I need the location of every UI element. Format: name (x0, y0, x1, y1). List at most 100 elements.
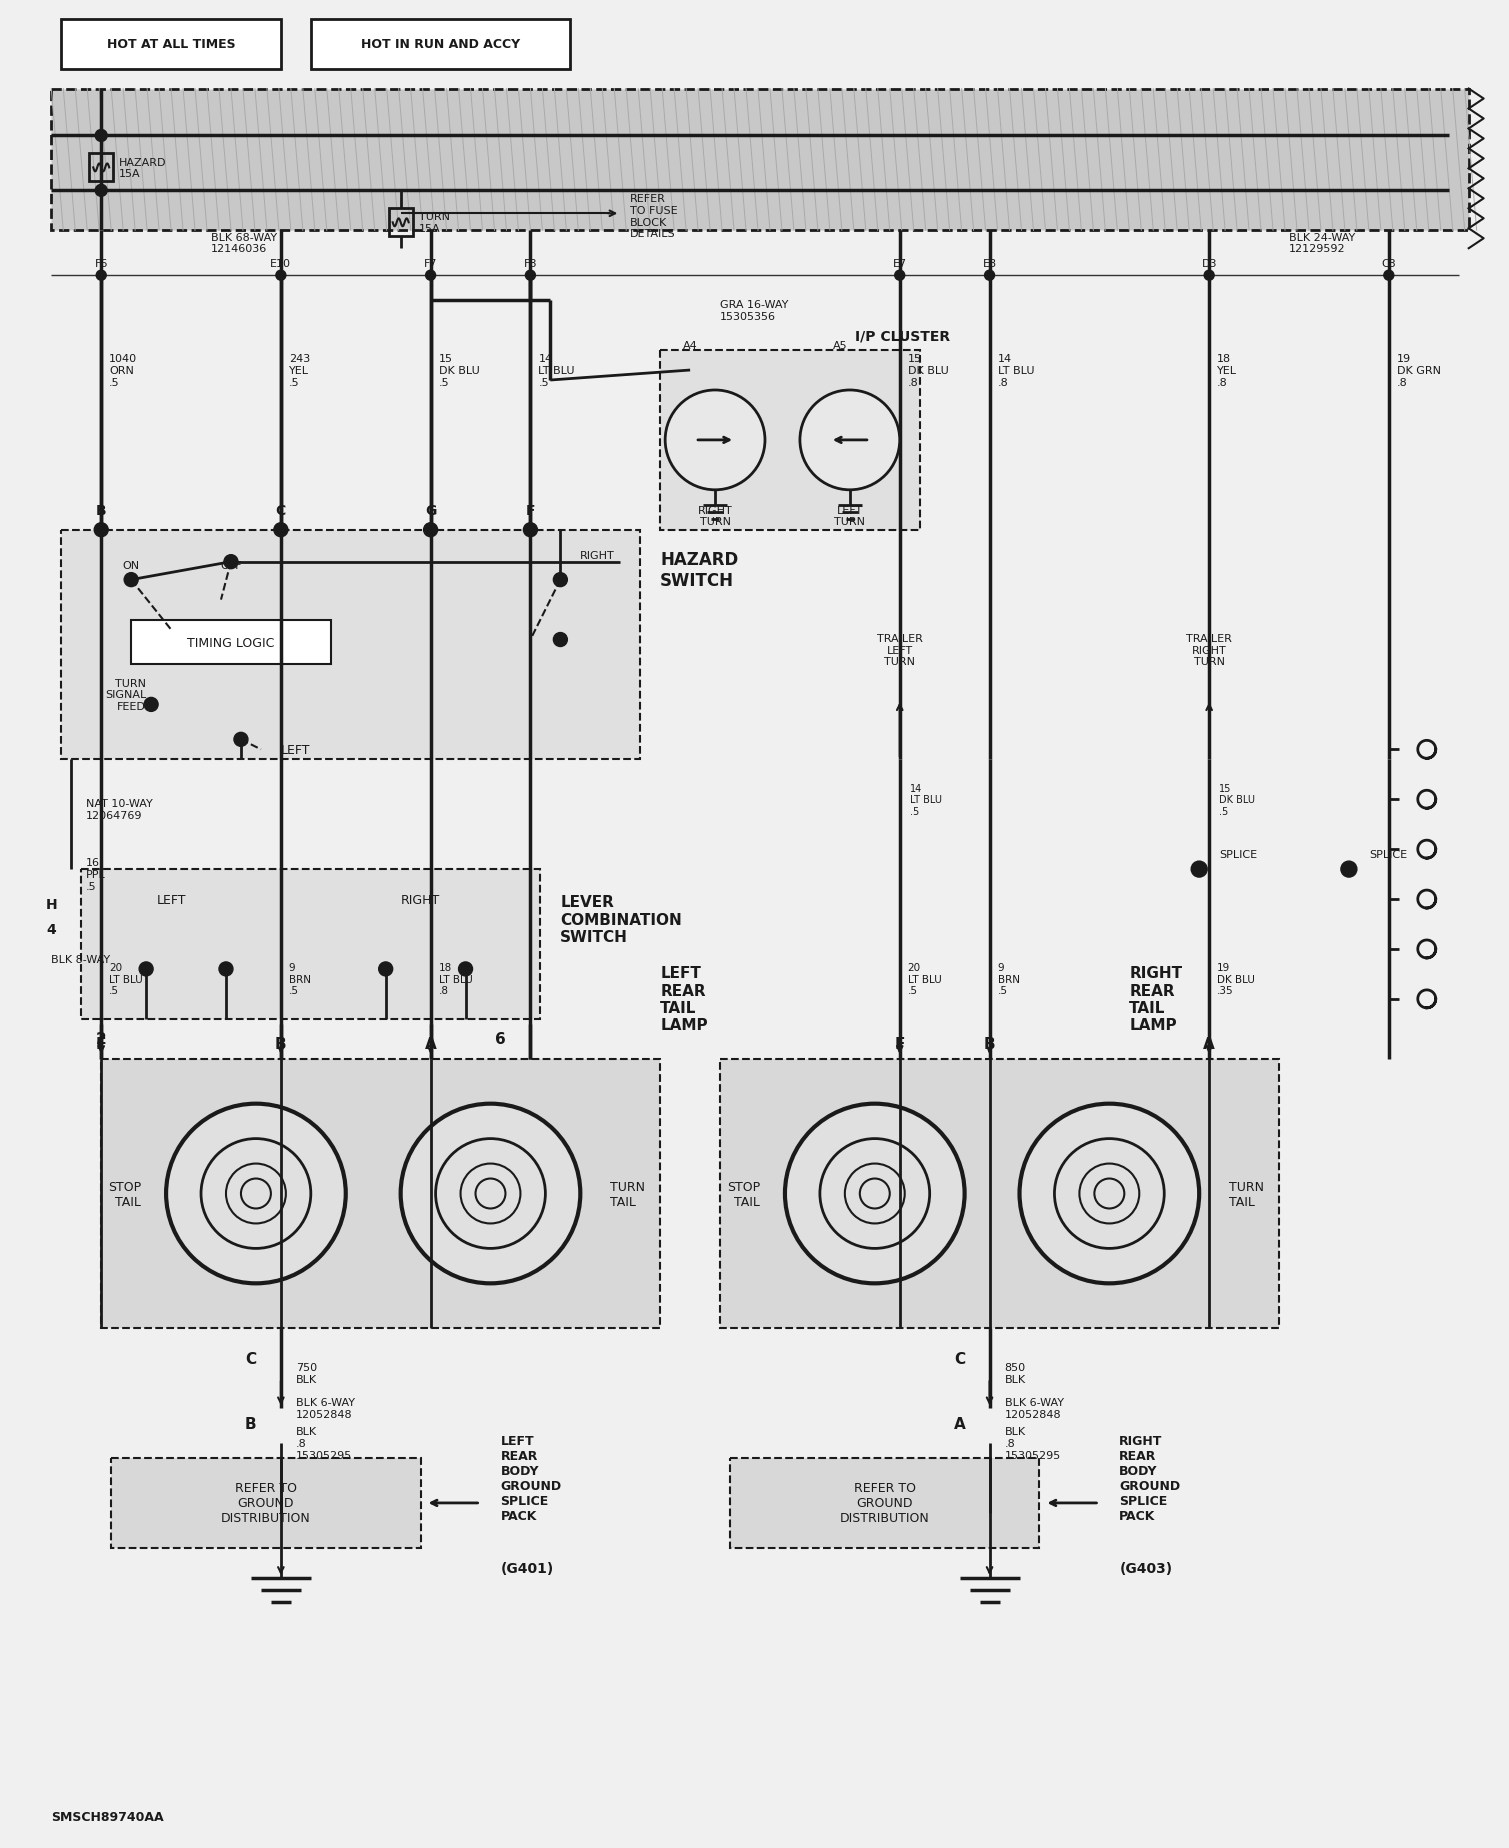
Text: BLK
.8
15305295: BLK .8 15305295 (1005, 1427, 1061, 1460)
Text: E8: E8 (982, 259, 996, 270)
Circle shape (1191, 861, 1207, 878)
Circle shape (459, 963, 472, 976)
Text: RIGHT
REAR
BODY
GROUND
SPLICE
PACK: RIGHT REAR BODY GROUND SPLICE PACK (1120, 1434, 1180, 1523)
Text: C3: C3 (1381, 259, 1396, 270)
Circle shape (124, 573, 139, 588)
Text: TRAILER
LEFT
TURN: TRAILER LEFT TURN (877, 634, 922, 667)
Text: 4: 4 (47, 922, 56, 937)
Text: HAZARD
15A: HAZARD 15A (119, 157, 166, 179)
Circle shape (984, 272, 994, 281)
Text: SPLICE: SPLICE (1219, 850, 1257, 859)
Text: B: B (275, 1037, 287, 1052)
Bar (389, 209, 412, 237)
Text: REFER TO
GROUND
DISTRIBUTION: REFER TO GROUND DISTRIBUTION (841, 1482, 930, 1525)
Text: HAZARD
SWITCH: HAZARD SWITCH (659, 551, 738, 590)
Text: 19
DK GRN
.8: 19 DK GRN .8 (1397, 355, 1441, 388)
Bar (112, 1458, 421, 1549)
Circle shape (145, 699, 158, 711)
Text: E7: E7 (893, 259, 907, 270)
Text: 6: 6 (495, 1031, 506, 1046)
Text: B: B (97, 503, 107, 517)
Text: G: G (426, 503, 436, 517)
Text: 15
DK BLU
.5: 15 DK BLU .5 (439, 355, 480, 388)
Bar (730, 1458, 1040, 1549)
Text: 9
BRN
.5: 9 BRN .5 (997, 963, 1020, 996)
Circle shape (1204, 272, 1215, 281)
Text: TURN
TAIL: TURN TAIL (610, 1179, 646, 1209)
Text: 850
BLK: 850 BLK (1005, 1362, 1026, 1384)
Text: STOP
TAIL: STOP TAIL (727, 1179, 761, 1209)
Circle shape (379, 963, 392, 976)
Text: 19
DK BLU
.35: 19 DK BLU .35 (1218, 963, 1255, 996)
Text: REFER TO
GROUND
DISTRIBUTION: REFER TO GROUND DISTRIBUTION (220, 1482, 311, 1525)
Text: LEFT: LEFT (281, 743, 311, 756)
Text: 750
BLK: 750 BLK (296, 1362, 317, 1384)
Text: 14
LT BLU
.5: 14 LT BLU .5 (910, 784, 942, 817)
Text: BLK 24-WAY
12129592: BLK 24-WAY 12129592 (1289, 233, 1355, 253)
Text: A: A (954, 1416, 966, 1430)
Text: REFER
TO FUSE
BLOCK
DETAILS: REFER TO FUSE BLOCK DETAILS (631, 194, 678, 238)
Text: A: A (1203, 1037, 1215, 1052)
Text: BLK
.8
15305295: BLK .8 15305295 (296, 1427, 352, 1460)
Circle shape (424, 523, 438, 538)
Circle shape (1342, 861, 1357, 878)
Text: 15
DK BLU
.8: 15 DK BLU .8 (908, 355, 949, 388)
Text: 243
YEL
.5: 243 YEL .5 (288, 355, 311, 388)
Text: H: H (45, 898, 57, 911)
Circle shape (426, 272, 436, 281)
Text: OFF: OFF (220, 560, 241, 571)
Circle shape (166, 1103, 346, 1284)
Text: 1040
ORN
.5: 1040 ORN .5 (109, 355, 137, 388)
Text: LEFT
REAR
TAIL
LAMP: LEFT REAR TAIL LAMP (659, 967, 708, 1033)
Text: E10: E10 (270, 259, 291, 270)
Text: F8: F8 (524, 259, 537, 270)
Text: 14
LT BLU
.5: 14 LT BLU .5 (539, 355, 575, 388)
Text: RIGHT
REAR
TAIL
LAMP: RIGHT REAR TAIL LAMP (1129, 967, 1183, 1033)
Text: B: B (984, 1037, 996, 1052)
Text: (G401): (G401) (501, 1562, 554, 1574)
Circle shape (275, 523, 288, 538)
Bar (89, 155, 113, 183)
Text: (G403): (G403) (1120, 1562, 1172, 1574)
Text: 16
PPL
.5: 16 PPL .5 (86, 857, 106, 891)
Text: BLK 8-WAY: BLK 8-WAY (51, 954, 110, 965)
Text: RIGHT: RIGHT (401, 893, 441, 906)
Text: SPLICE: SPLICE (1369, 850, 1406, 859)
Text: 2: 2 (97, 1031, 107, 1046)
Text: 18
YEL
.8: 18 YEL .8 (1218, 355, 1237, 388)
Text: A5: A5 (833, 340, 847, 351)
Text: LEFT: LEFT (157, 893, 186, 906)
Bar (51, 89, 1468, 231)
Text: F: F (895, 1037, 905, 1052)
Circle shape (97, 272, 106, 281)
Circle shape (524, 523, 537, 538)
Text: GRA 16-WAY
15305356: GRA 16-WAY 15305356 (720, 299, 788, 322)
Bar (62, 530, 640, 760)
Bar (62, 20, 281, 70)
Text: HOT AT ALL TIMES: HOT AT ALL TIMES (107, 39, 235, 52)
Text: 20
LT BLU
.5: 20 LT BLU .5 (109, 963, 143, 996)
Circle shape (276, 272, 285, 281)
Text: F7: F7 (424, 259, 438, 270)
Text: 20
LT BLU
.5: 20 LT BLU .5 (908, 963, 942, 996)
Circle shape (525, 272, 536, 281)
Circle shape (554, 634, 567, 647)
Text: BLK 68-WAY
12146036: BLK 68-WAY 12146036 (211, 233, 278, 253)
Text: ON: ON (122, 560, 140, 571)
Text: RIGHT
TURN: RIGHT TURN (697, 506, 732, 527)
Circle shape (401, 1103, 581, 1284)
Bar (101, 1059, 659, 1329)
Text: HOT IN RUN AND ACCY: HOT IN RUN AND ACCY (361, 39, 521, 52)
Circle shape (785, 1103, 964, 1284)
Text: BLK 6-WAY
12052848: BLK 6-WAY 12052848 (1005, 1397, 1064, 1419)
Text: F: F (525, 503, 536, 517)
Circle shape (665, 390, 765, 490)
Text: A4: A4 (682, 340, 697, 351)
Text: LEFT
REAR
BODY
GROUND
SPLICE
PACK: LEFT REAR BODY GROUND SPLICE PACK (501, 1434, 561, 1523)
Text: TIMING LOGIC: TIMING LOGIC (187, 636, 275, 649)
Bar (720, 1059, 1280, 1329)
Text: 9
BRN
.5: 9 BRN .5 (288, 963, 311, 996)
Text: 15
DK BLU
.5: 15 DK BLU .5 (1219, 784, 1255, 817)
Circle shape (800, 390, 899, 490)
Circle shape (1384, 272, 1394, 281)
